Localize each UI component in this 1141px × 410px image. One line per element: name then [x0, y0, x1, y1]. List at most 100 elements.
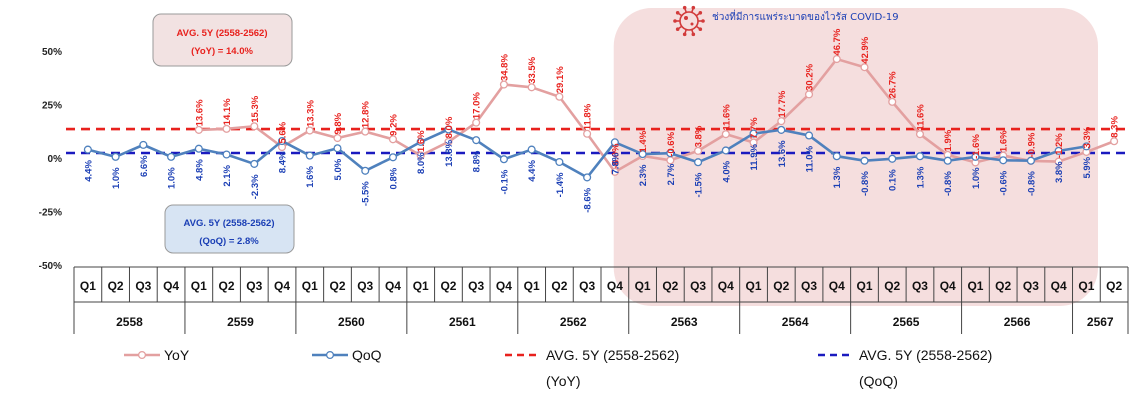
qoq-data-label: -5.5%: [361, 181, 372, 206]
yoy-point: [472, 118, 481, 127]
yoy-data-label: 11.6%: [915, 104, 926, 131]
yoy-data-label: 17.0%: [472, 92, 483, 119]
yoy-point: [416, 151, 425, 160]
qoq-point: [1054, 146, 1063, 155]
x-tick-label: Q1: [413, 279, 429, 293]
qoq-point: [638, 150, 647, 159]
qoq-point: [804, 131, 814, 140]
annotation-layer: ช่วงที่มีการแพร่ระบาดของไวรัส COVID-19 AV…: [152, 5, 899, 254]
virus-spike-tip: [682, 5, 687, 10]
qoq-point: [167, 152, 176, 161]
qoq-point: [139, 140, 148, 149]
series-layer: [66, 55, 1130, 182]
virus-dot: [690, 22, 694, 26]
yoy-point: [666, 156, 675, 165]
virus-spike-tip: [682, 32, 687, 37]
qoq-data-label: 8.4%: [278, 151, 289, 173]
yoy-point: [555, 92, 564, 101]
virus-spike-tip: [691, 5, 696, 10]
x-tick-label: Q1: [856, 279, 872, 293]
qoq-data-label: -0.6%: [999, 170, 1010, 195]
qoq-point: [1082, 142, 1091, 151]
qoq-data-label: 4.8%: [194, 159, 205, 181]
yoy-data-label: 26.7%: [888, 71, 899, 98]
yoy-point: [777, 117, 786, 126]
yoy-point: [860, 63, 869, 72]
yoy-point: [583, 129, 592, 138]
qoq-data-label: 4.0%: [721, 160, 732, 182]
legend-yoy-marker: [137, 350, 147, 360]
y-tick-label: -25%: [39, 208, 62, 219]
qoq-point: [832, 152, 841, 161]
qoq-data-label: 11.0%: [805, 145, 816, 172]
yoy-data-label: 14.1%: [222, 98, 233, 125]
qoq-data-label: -0.8%: [1026, 171, 1037, 196]
yoy-data-label: 46.7%: [832, 28, 843, 55]
qoq-point: [333, 144, 342, 153]
yoy-point: [749, 138, 758, 147]
qoq-point: [777, 125, 786, 134]
yoy-point: [1054, 157, 1063, 166]
year-label: 2558: [116, 315, 143, 329]
qoq-point: [277, 136, 287, 146]
legend-avg-qoq-sub: (QoQ): [859, 373, 898, 389]
x-tick-label: Q4: [163, 279, 179, 293]
yoy-data-label: 1.6%: [416, 130, 427, 152]
covid-period-band: [613, 8, 1098, 306]
legend-qoq-label: QoQ: [352, 347, 382, 363]
qoq-point: [694, 158, 703, 167]
yoy-point: [361, 127, 370, 136]
qoq-data-label: 1.6%: [305, 166, 316, 188]
x-tick-label: Q1: [191, 279, 207, 293]
year-label: 2567: [1087, 315, 1114, 329]
yoy-point: [527, 83, 536, 92]
yoy-data-label: 30.2%: [805, 63, 816, 90]
qoq-point: [583, 173, 592, 182]
qoq-point: [499, 155, 508, 164]
qoq-data-label: 13.8%: [444, 139, 455, 166]
qoq-point: [610, 138, 619, 147]
qoq-data-label: 5.9%: [1082, 156, 1093, 178]
x-tick-label: Q3: [912, 279, 928, 293]
yoy-data-label: 13.6%: [194, 99, 205, 126]
qoq-data-label: 8.8%: [472, 150, 483, 172]
virus-spike-tip: [698, 10, 703, 15]
qoq-data-label: -1.4%: [555, 172, 566, 197]
x-tick-label: Q1: [746, 279, 762, 293]
x-tick-label: Q3: [1023, 279, 1039, 293]
covid-period-label: ช่วงที่มีการแพร่ระบาดของไวรัส COVID-19: [712, 9, 899, 23]
yoy-data-label: 29.1%: [555, 66, 566, 93]
qoq-point: [888, 154, 897, 163]
year-label: 2562: [560, 315, 587, 329]
yoy-point: [194, 125, 203, 134]
qoq-data-label: 4.4%: [83, 160, 94, 182]
virus-spike-tip: [675, 27, 680, 32]
qoq-point: [860, 156, 869, 165]
x-tick-label: Q4: [1051, 279, 1067, 293]
yoy-data-label: 3.8%: [694, 125, 705, 147]
y-tick-label: 0%: [48, 154, 63, 165]
background-layer: [613, 8, 1098, 306]
yoy-data-label: 15.3%: [250, 95, 261, 122]
x-tick-label: Q1: [80, 279, 96, 293]
year-label: 2564: [782, 315, 809, 329]
yoy-point: [1110, 137, 1119, 146]
qoq-data-label: 6.6%: [139, 155, 150, 177]
qoq-data-label: 1.3%: [915, 166, 926, 188]
x-tick-label: Q2: [662, 279, 678, 293]
qoq-data-label: -0.8%: [943, 171, 954, 196]
qoq-point: [444, 125, 453, 134]
legend-yoy-label: YoY: [164, 347, 190, 363]
x-tick-label: Q4: [940, 279, 956, 293]
x-tick-label: Q3: [246, 279, 262, 293]
yoy-point: [499, 80, 508, 89]
x-tick-label: Q4: [607, 279, 623, 293]
yoy-data-label: -0.9%: [1026, 132, 1037, 157]
qoq-point: [999, 156, 1008, 165]
qoq-point: [83, 145, 92, 154]
qoq-point: [666, 149, 675, 158]
qoq-point: [943, 156, 952, 165]
x-tick-label: Q3: [690, 279, 706, 293]
yoy-data-label: 33.5%: [527, 56, 538, 83]
yoy-data-label: 8.3%: [1110, 116, 1121, 138]
